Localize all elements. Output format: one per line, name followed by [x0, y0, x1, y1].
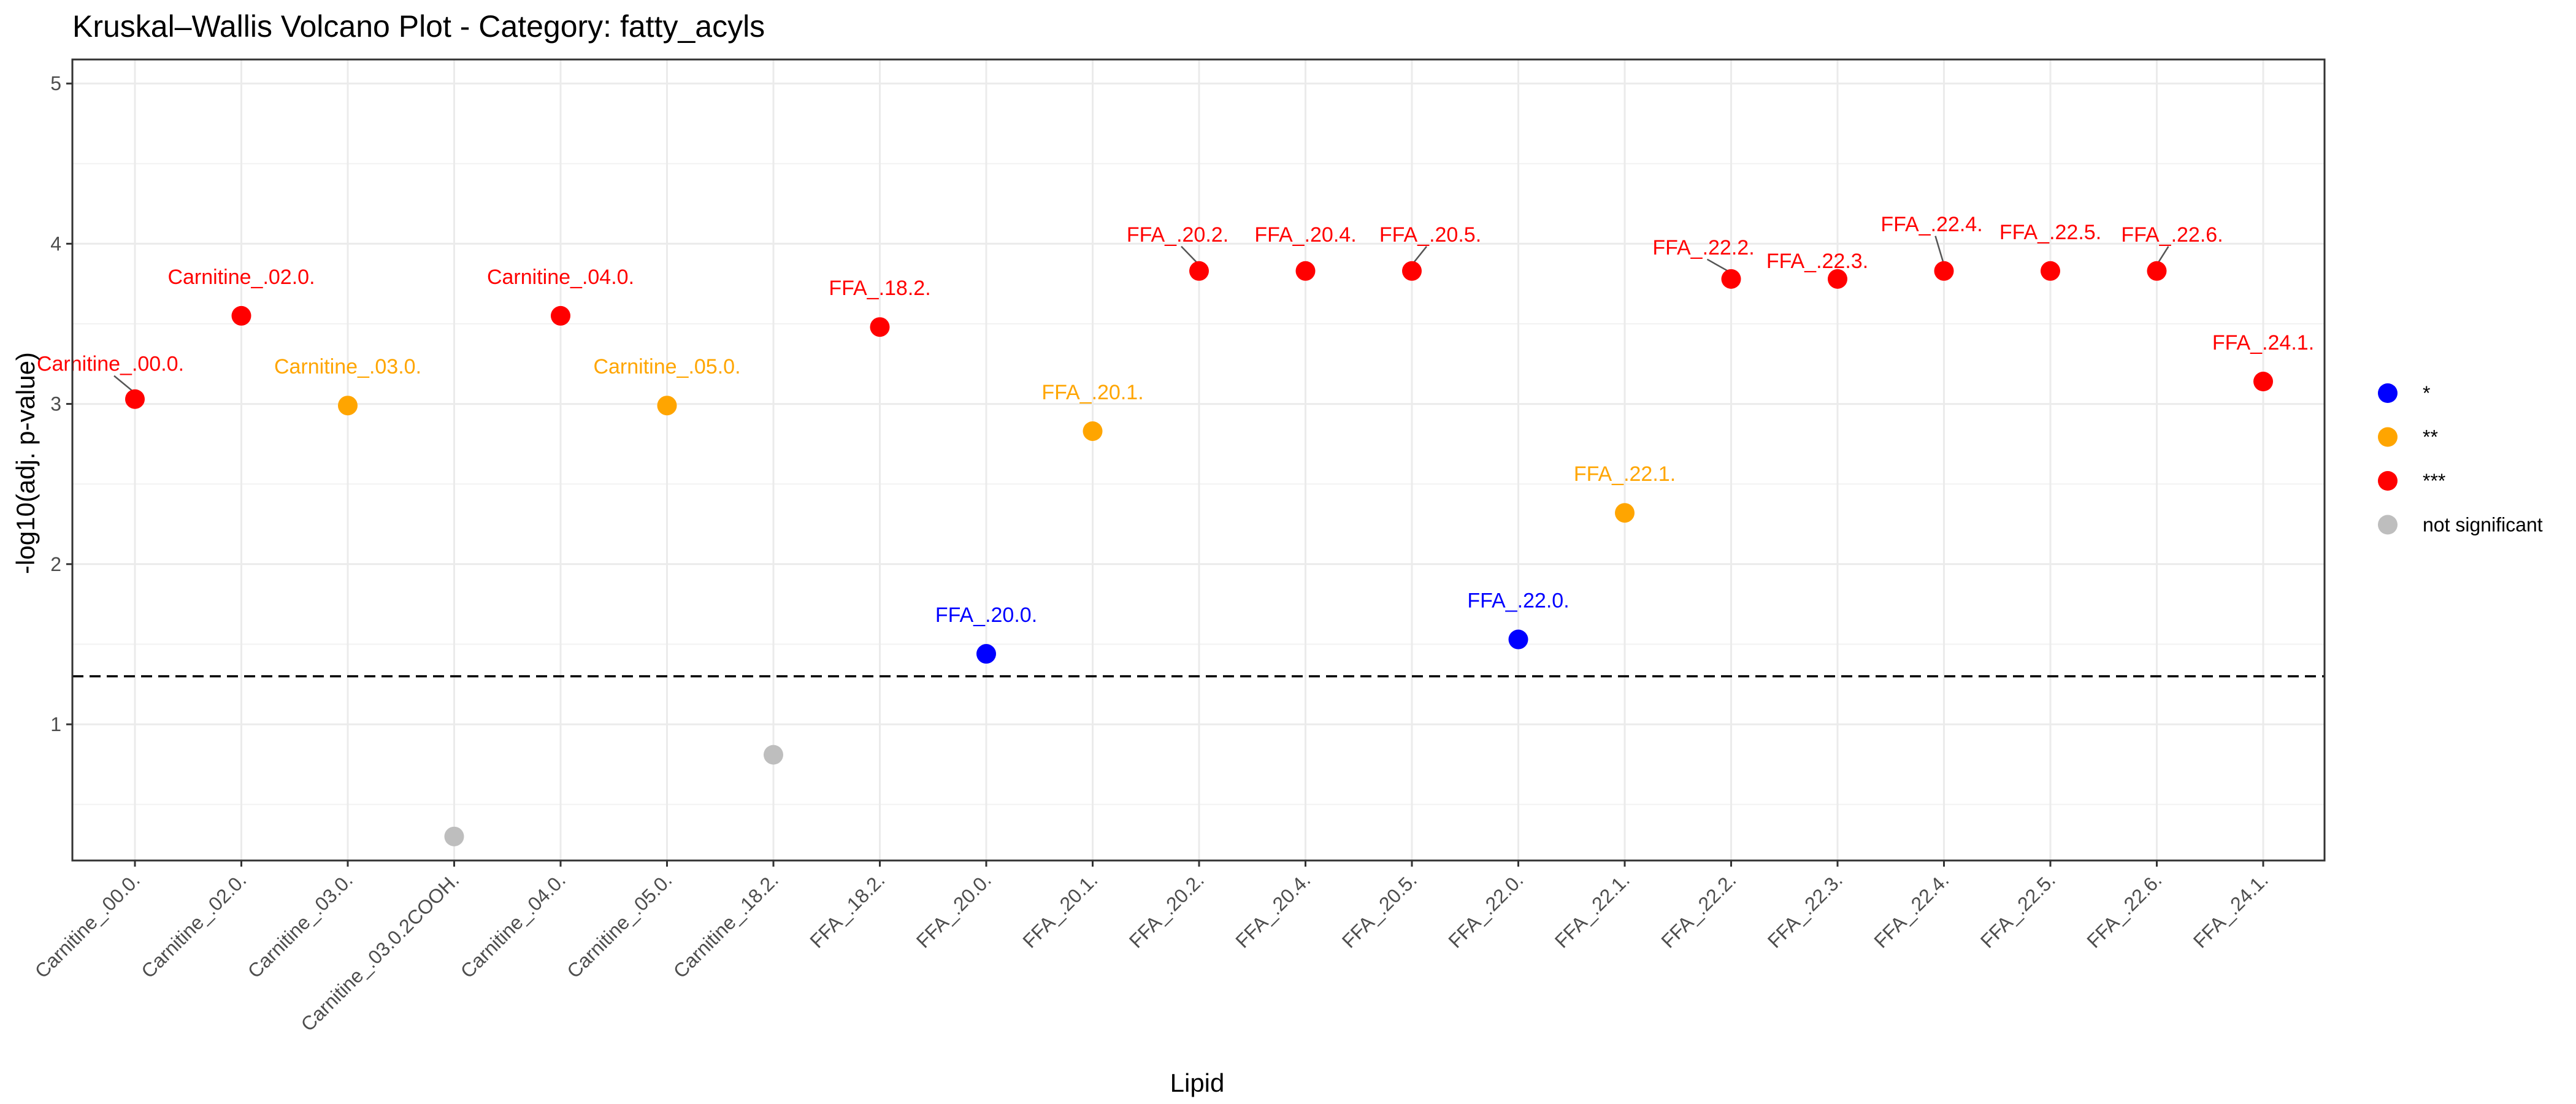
legend-item: not significant: [2378, 514, 2543, 536]
x-tick-label: FFA_.22.0.: [1444, 868, 1527, 952]
x-tick-label: Carnitine_.04.0.: [456, 868, 570, 982]
x-tick-label: FFA_.22.2.: [1657, 868, 1740, 952]
data-point: [2147, 261, 2167, 281]
point-label: Carnitine_.04.0.: [487, 266, 634, 289]
point-label: FFA_.20.1.: [1041, 381, 1143, 404]
data-point: [870, 317, 890, 337]
y-axis-title: -log10(adj. p-value): [11, 352, 40, 574]
point-label: FFA_.20.4.: [1254, 223, 1356, 247]
data-point: [1615, 503, 1635, 523]
data-point: [2253, 372, 2273, 392]
x-tick-label: Carnitine_.02.0.: [137, 868, 250, 982]
x-axis: Carnitine_.00.0.Carnitine_.02.0.Carnitin…: [31, 861, 2272, 1035]
data-point: [657, 396, 677, 416]
point-label: Carnitine_.00.0.: [37, 353, 184, 376]
x-tick-label: FFA_.22.1.: [1551, 868, 1634, 952]
x-tick-label: FFA_.20.0.: [912, 868, 995, 952]
y-tick-label: 4: [50, 232, 61, 255]
y-tick-label: 5: [50, 72, 61, 94]
legend-label: ***: [2423, 470, 2445, 492]
point-label: FFA_.22.2.: [1652, 236, 1754, 259]
data-point: [1508, 629, 1528, 650]
point-label: FFA_.20.0.: [935, 604, 1037, 627]
x-tick-label: FFA_.22.3.: [1763, 868, 1847, 952]
data-point: [338, 396, 358, 416]
data-point: [125, 389, 145, 409]
legend-item: *: [2378, 382, 2430, 404]
point-label: FFA_.18.2.: [829, 277, 930, 300]
x-tick-label: FFA_.22.4.: [1869, 868, 1953, 952]
point-label: FFA_.20.5.: [1379, 223, 1481, 247]
data-point: [551, 305, 570, 326]
data-point: [1295, 261, 1316, 281]
point-label: Carnitine_.05.0.: [593, 355, 740, 378]
point-label: FFA_.22.3.: [1766, 250, 1868, 273]
y-tick-label: 1: [50, 713, 61, 735]
point-label: FFA_.22.4.: [1880, 213, 1982, 236]
point-label: FFA_.22.1.: [1574, 462, 1676, 486]
x-tick-label: FFA_.22.5.: [1976, 868, 2060, 952]
grid-lines: [72, 59, 2325, 861]
data-point: [1828, 269, 1847, 289]
point-label: FFA_.20.2.: [1127, 223, 1229, 247]
legend-swatch: [2378, 515, 2398, 535]
legend: ******not significant: [2378, 382, 2543, 536]
legend-label: not significant: [2423, 514, 2543, 536]
data-point: [1721, 269, 1741, 289]
data-point: [2041, 261, 2060, 281]
x-tick-label: FFA_.20.1.: [1018, 868, 1102, 952]
y-tick-label: 2: [50, 553, 61, 575]
point-label: FFA_.22.0.: [1467, 589, 1569, 613]
x-axis-title: Lipid: [1170, 1068, 1225, 1097]
label-callout: [1934, 236, 1945, 266]
x-tick-label: Carnitine_.05.0.: [562, 868, 676, 982]
data-point: [1189, 261, 1209, 281]
chart-title: Kruskal–Wallis Volcano Plot - Category: …: [72, 9, 765, 44]
point-label: FFA_.22.6.: [2121, 223, 2223, 247]
x-tick-label: Carnitine_.18.2.: [669, 868, 783, 982]
x-tick-label: FFA_.20.2.: [1125, 868, 1208, 952]
x-tick-label: Carnitine_.03.0.: [243, 868, 357, 982]
legend-swatch: [2378, 383, 2398, 403]
legend-swatch: [2378, 427, 2398, 447]
x-tick-label: FFA_.20.5.: [1338, 868, 1421, 952]
data-point: [1402, 261, 1422, 281]
x-tick-label: FFA_.24.1.: [2189, 868, 2272, 952]
point-label: Carnitine_.02.0.: [167, 266, 315, 289]
data-points: [125, 261, 2273, 846]
point-label: FFA_.22.5.: [1999, 221, 2101, 244]
data-point: [976, 644, 996, 664]
data-point: [764, 745, 783, 765]
data-point: [231, 305, 251, 326]
legend-label: *: [2423, 382, 2430, 404]
data-point: [1083, 421, 1103, 441]
legend-item: **: [2378, 426, 2438, 448]
legend-item: ***: [2378, 470, 2445, 492]
x-tick-label: Carnitine_.00.0.: [31, 868, 144, 982]
point-labels: Carnitine_.00.0. Carnitine_.02.0. Carnitin…: [37, 213, 2314, 627]
y-tick-label: 3: [50, 393, 61, 415]
x-tick-label: FFA_.18.2.: [805, 868, 889, 952]
point-label: FFA_.24.1.: [2212, 331, 2314, 355]
legend-label: **: [2423, 426, 2438, 448]
point-label: Carnitine_.03.0.: [274, 355, 421, 378]
x-tick-label: FFA_.22.6.: [2082, 868, 2166, 952]
data-point: [1934, 261, 1954, 281]
data-point: [444, 826, 464, 846]
y-axis: 1 2 3 4 5: [50, 72, 72, 735]
legend-swatch: [2378, 471, 2398, 491]
x-tick-label: FFA_.20.4.: [1231, 868, 1314, 952]
